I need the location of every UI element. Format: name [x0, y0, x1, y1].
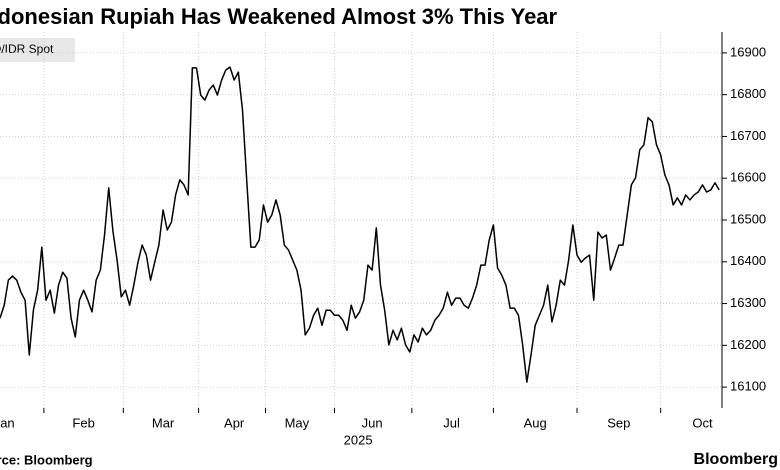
legend-box: [0, 38, 75, 62]
brand: Bloomberg: [694, 451, 778, 468]
x-tick-label: May: [285, 415, 310, 430]
x-tick-label: Sep: [607, 415, 630, 430]
x-tick-label: Aug: [524, 415, 547, 430]
x-tick-label: Mar: [152, 415, 175, 430]
x-tick-label: Jun: [362, 415, 383, 430]
chart-title: Indonesian Rupiah Has Weakened Almost 3%…: [0, 4, 558, 29]
y-tick-label: 16500: [730, 211, 766, 226]
x-tick-label: Apr: [224, 415, 245, 430]
y-tick-label: 16900: [730, 44, 766, 59]
y-tick-label: 16300: [730, 295, 766, 310]
y-tick-label: 16800: [730, 86, 766, 101]
y-tick-label: 16400: [730, 253, 766, 268]
source: Source: Bloomberg: [0, 452, 93, 467]
y-tick-label: 16100: [730, 379, 766, 394]
legend-label: USD/IDR Spot: [0, 42, 54, 56]
x-axis-label: 2025: [344, 432, 373, 447]
y-tick-label: 16200: [730, 337, 766, 352]
line: [0, 66, 720, 383]
x-tick-label: Feb: [72, 415, 94, 430]
x-tick-label: Oct: [692, 415, 713, 430]
y-tick-label: 16600: [730, 170, 766, 185]
y-tick-label: 16700: [730, 128, 766, 143]
x-tick-label: Jan: [0, 415, 15, 430]
x-tick-label: Jul: [443, 415, 460, 430]
